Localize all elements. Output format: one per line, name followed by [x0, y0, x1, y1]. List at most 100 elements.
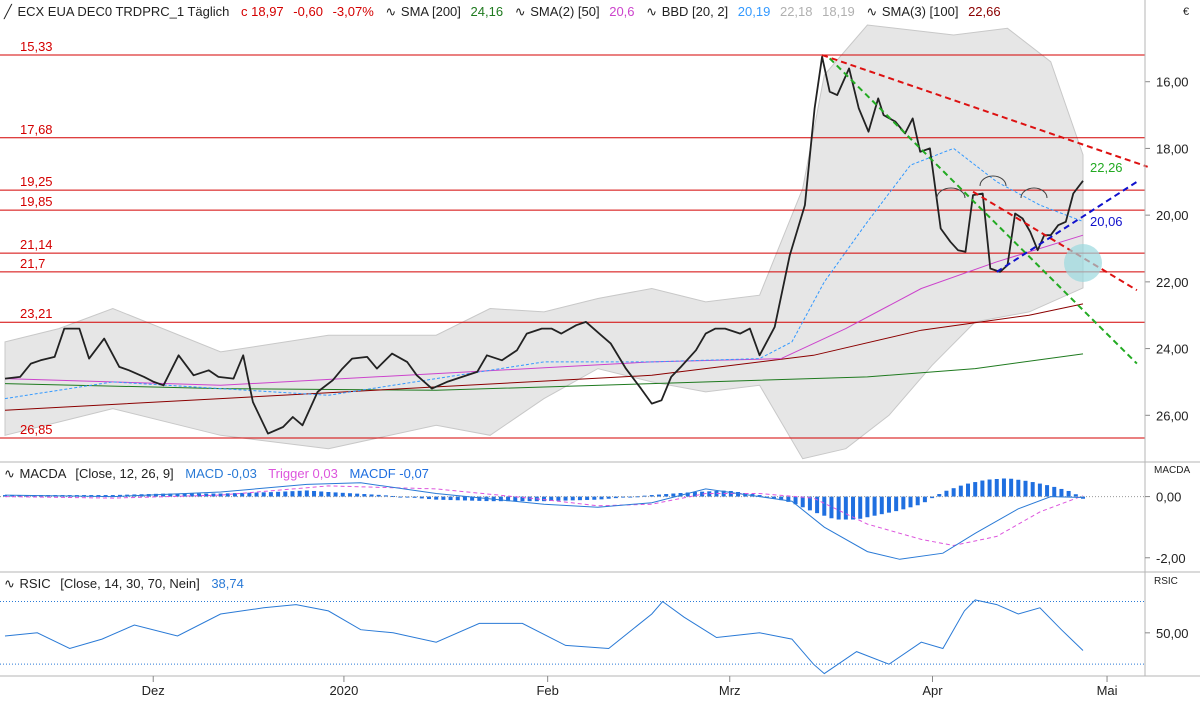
macdf-bar: [656, 494, 661, 497]
macdf-bar: [182, 493, 187, 497]
series-sma-2-50: [4, 234, 1084, 386]
macdf-bar: [664, 494, 669, 497]
rsi-title: RSIC: [20, 576, 51, 591]
macdf-bar: [297, 490, 302, 497]
macdf-bar: [513, 496, 518, 502]
macdf-bar: [886, 496, 891, 513]
blue-downtrend-line[interactable]: [996, 180, 1138, 273]
green-uptrend-line[interactable]: [828, 57, 1138, 365]
macdf-bar: [254, 492, 259, 497]
rsi-panel[interactable]: 50,00 ∿ RSIC [Close, 14, 30, 70, Nein] 3…: [0, 576, 1189, 675]
macdf-bar: [944, 490, 949, 497]
level-label: 21,14: [20, 237, 53, 252]
red-uptrend-lower-line[interactable]: [821, 54, 1149, 168]
x-tick-label: Mrz: [719, 683, 741, 698]
macdf-bar: [872, 496, 877, 516]
macdf-bar: [268, 492, 273, 497]
macdf-bar: [340, 492, 345, 497]
instrument-icon: ╱: [3, 3, 13, 20]
macdf-bar: [570, 496, 575, 501]
red-uptrend-upper-line[interactable]: [972, 190, 1138, 292]
macdf-bar: [477, 496, 482, 501]
macdf-bar: [10, 495, 15, 497]
bbd-upper-value: 22,18: [780, 4, 813, 19]
macdf-bar: [779, 496, 784, 501]
bbd-label: BBD [20, 2]: [662, 4, 728, 19]
macdf-bar: [714, 490, 719, 497]
macdf-bar: [347, 493, 352, 497]
macdf-bar: [1073, 494, 1078, 497]
macd-value: MACD -0,03: [185, 466, 257, 481]
macdf-bar: [764, 496, 769, 498]
macdf-bar: [520, 496, 525, 502]
price-panel[interactable]: 26,8523,2121,721,1419,8519,2517,6815,33 …: [0, 6, 1189, 460]
series-bbd-20-2: [4, 147, 1084, 400]
macdf-bar: [355, 493, 360, 497]
macdf-bar: [427, 496, 432, 500]
trigger-value: Trigger 0,03: [268, 466, 338, 481]
macd-params: [Close, 12, 26, 9]: [75, 466, 173, 481]
macdf-bar: [563, 496, 568, 501]
bbd-lower-value: 18,19: [822, 4, 855, 19]
macdf-bar: [915, 496, 920, 506]
sma100-label: SMA(3) [100]: [882, 4, 959, 19]
level-label: 23,21: [20, 306, 53, 321]
sma50-value: 20,6: [609, 4, 634, 19]
macdf-bar: [103, 495, 108, 497]
highlight-circle: [1064, 244, 1102, 282]
macdf-bar: [829, 496, 834, 519]
macdf-bar: [283, 491, 288, 497]
macdf-bar: [1059, 488, 1064, 497]
macdf-bar: [592, 496, 597, 500]
change-value: -0,60: [293, 4, 323, 19]
rsi-legend: ∿ RSIC [Close, 14, 30, 70, Nein] 38,74: [4, 576, 244, 591]
green-trend-value: 22,26: [1090, 160, 1123, 175]
x-tick-label: Mai: [1097, 683, 1118, 698]
macdf-bar: [951, 488, 956, 497]
trendlines: [821, 54, 1149, 365]
macdf-bar: [908, 496, 913, 508]
macdf-bar: [412, 496, 417, 498]
rsi-tick-label: 50,00: [1156, 626, 1189, 641]
macdf-bar: [577, 496, 582, 501]
macd-tick-label: -2,00: [1156, 551, 1186, 566]
macdf-bar: [1066, 490, 1071, 497]
macdf-bar: [96, 495, 101, 497]
y-tick-label: 18,00: [1156, 141, 1189, 156]
macdf-bar: [189, 493, 194, 497]
x-tick-label: 2020: [329, 683, 358, 698]
macdf-bar: [1023, 480, 1028, 497]
macdf-bar: [937, 494, 942, 497]
macdf-bar: [865, 496, 870, 518]
macdf-bar: [398, 496, 403, 498]
sma200-icon: ∿: [385, 4, 396, 19]
rsi-params: [Close, 14, 30, 70, Nein]: [60, 576, 199, 591]
macdf-bar: [1016, 479, 1021, 497]
close-value: c 18,97: [241, 4, 284, 19]
macdf-bar: [261, 492, 266, 497]
bbd-icon: ∿: [646, 4, 657, 19]
rsi-y-axis: 50,00: [1145, 626, 1189, 641]
macd-tick-label: 0,00: [1156, 490, 1181, 505]
macdf-bar: [815, 496, 820, 514]
macdf-bar: [197, 493, 202, 497]
sma50-label: SMA(2) [50]: [530, 4, 599, 19]
level-label: 15,33: [20, 39, 53, 54]
bollinger-band-area: [4, 24, 1084, 460]
rsi-value: 38,74: [211, 576, 244, 591]
macdf-bar: [549, 496, 554, 501]
macd-legend: ∿ MACDA [Close, 12, 26, 9] MACD -0,03 Tr…: [4, 466, 429, 481]
macdf-bar: [685, 492, 690, 497]
macdf-bar: [419, 496, 424, 499]
macdf-bar: [498, 496, 503, 502]
rsi-levels: [0, 601, 1145, 665]
y-tick-label: 24,00: [1156, 342, 1189, 357]
macdf-bar: [204, 493, 209, 497]
macdf-bar: [290, 491, 295, 497]
macd-panel[interactable]: 0,00 -2,00 ∿ MACDA [Close, 12, 26, 9] MAC…: [0, 465, 1190, 566]
macd-lines: [0, 482, 1145, 560]
y-tick-label: 22,00: [1156, 275, 1189, 290]
macdf-bar: [700, 491, 705, 497]
